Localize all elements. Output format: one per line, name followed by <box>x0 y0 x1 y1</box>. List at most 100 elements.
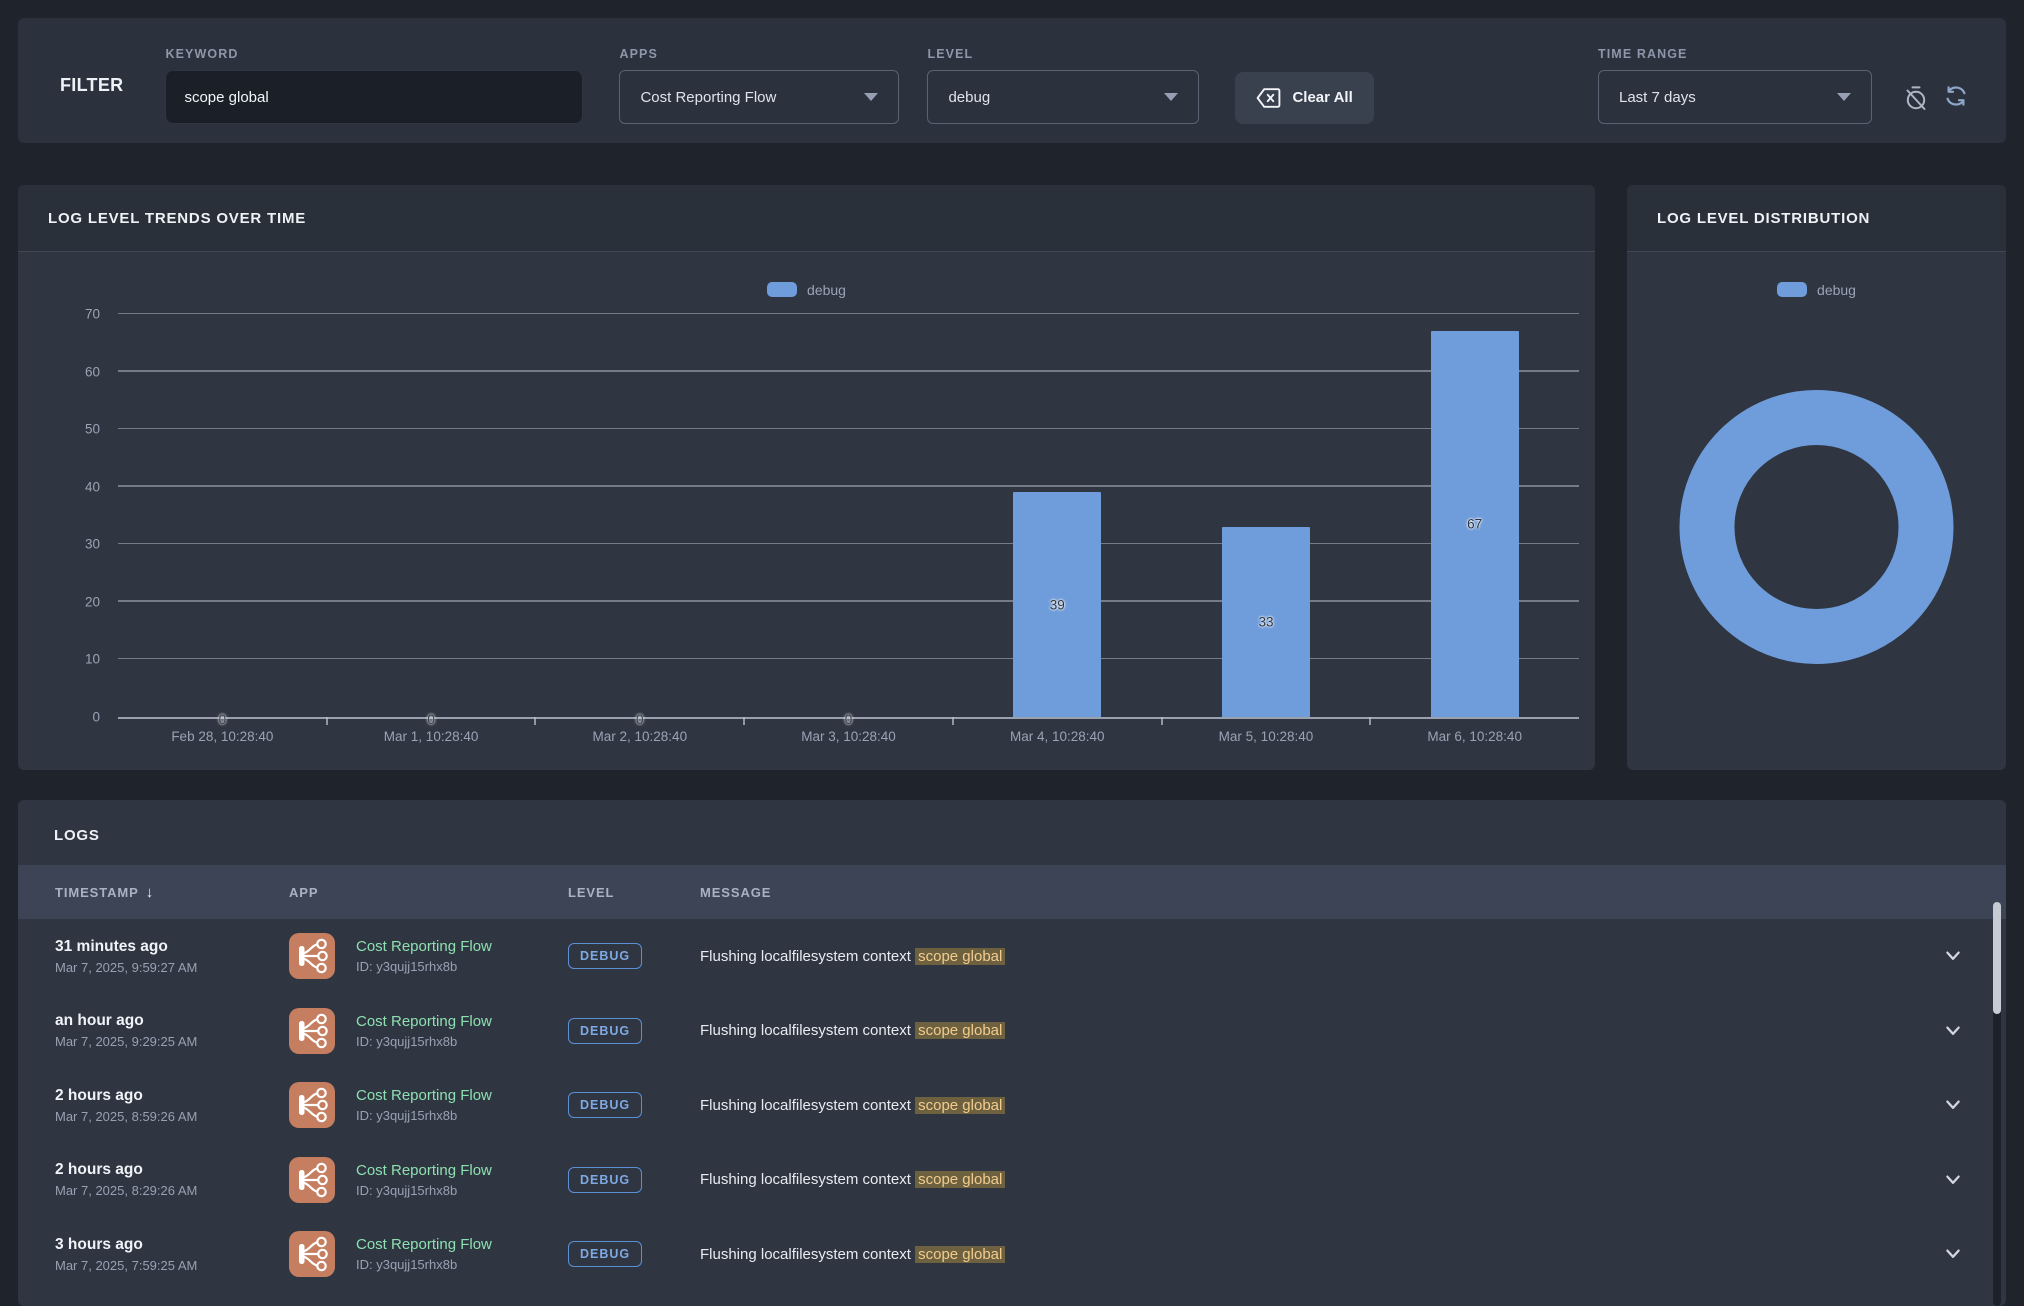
level-label: LEVEL <box>927 47 1199 61</box>
chevron-down-icon <box>1837 93 1851 101</box>
app-name-link[interactable]: Cost Reporting Flow <box>356 1236 492 1253</box>
app-name-link[interactable]: Cost Reporting Flow <box>356 1162 492 1179</box>
keyword-input[interactable] <box>165 70 583 124</box>
app-cell: Cost Reporting Flow ID: y3qujj15rhx8b <box>289 1008 568 1054</box>
auto-refresh-off-button[interactable] <box>1896 78 1936 118</box>
y-axis-tick-label: 50 <box>18 422 100 437</box>
message-highlight: scope global <box>915 1246 1005 1263</box>
relative-time: 2 hours ago <box>55 1087 289 1105</box>
expand-row-button[interactable] <box>1924 1096 1982 1114</box>
expand-row-button[interactable] <box>1924 1245 1982 1263</box>
app-cell: Cost Reporting Flow ID: y3qujj15rhx8b <box>289 1157 568 1203</box>
timestamp-cell: 3 hours ago Mar 7, 2025, 7:59:25 AM <box>55 1236 289 1273</box>
absolute-time: Mar 7, 2025, 8:29:26 AM <box>55 1183 289 1198</box>
time-range-field-group: TIME RANGE Last 7 days <box>1598 47 1872 124</box>
log-table-row[interactable]: 3 hours ago Mar 7, 2025, 7:59:25 AM Cost… <box>18 1217 2006 1292</box>
bar-slot: 0 <box>118 314 327 717</box>
log-table-row[interactable]: an hour ago Mar 7, 2025, 9:29:25 AM Cost… <box>18 994 2006 1069</box>
app-info: Cost Reporting Flow ID: y3qujj15rhx8b <box>356 1087 492 1123</box>
app-flow-icon <box>289 933 335 979</box>
bar-value-label-zero: 0 <box>219 712 227 727</box>
bar-value-label-zero: 0 <box>636 712 644 727</box>
clear-all-label: Clear All <box>1292 89 1352 106</box>
bar-slot: 39 <box>953 314 1162 717</box>
level-field-group: LEVEL debug <box>927 47 1199 124</box>
app-info: Cost Reporting Flow ID: y3qujj15rhx8b <box>356 1236 492 1272</box>
time-range-select-value: Last 7 days <box>1619 89 1696 106</box>
level-select[interactable]: debug <box>927 70 1199 124</box>
x-axis-tick <box>743 717 745 725</box>
level-cell: DEBUG <box>568 1018 700 1044</box>
bar-value-label-zero: 0 <box>845 712 853 727</box>
distribution-legend: debug <box>1627 281 2006 298</box>
chevron-down-icon <box>1944 1171 1962 1189</box>
level-cell: DEBUG <box>568 943 700 969</box>
message-highlight: scope global <box>915 1097 1005 1114</box>
time-range-label: TIME RANGE <box>1598 47 1872 61</box>
app-id: ID: y3qujj15rhx8b <box>356 1034 492 1049</box>
message-text: Flushing localfilesystem context <box>700 1171 911 1188</box>
level-badge: DEBUG <box>568 943 642 969</box>
time-range-select[interactable]: Last 7 days <box>1598 70 1872 124</box>
app-id: ID: y3qujj15rhx8b <box>356 1183 492 1198</box>
log-table-row[interactable]: 31 minutes ago Mar 7, 2025, 9:59:27 AM C… <box>18 919 2006 994</box>
chevron-down-icon <box>1944 1245 1962 1263</box>
bar-slot: 67 <box>1370 314 1579 717</box>
message-cell: Flushing localfilesystem context scope g… <box>700 1246 1924 1263</box>
app-info: Cost Reporting Flow ID: y3qujj15rhx8b <box>356 938 492 974</box>
y-axis-tick-label: 20 <box>18 594 100 609</box>
relative-time: 31 minutes ago <box>55 938 289 956</box>
legend-label-debug: debug <box>807 282 846 298</box>
trends-panel-title: LOG LEVEL TRENDS OVER TIME <box>18 185 1595 252</box>
x-axis-tick <box>952 717 954 725</box>
log-table-row[interactable]: 2 hours ago Mar 7, 2025, 8:59:26 AM Cost… <box>18 1068 2006 1143</box>
relative-time: 3 hours ago <box>55 1236 289 1254</box>
app-name-link[interactable]: Cost Reporting Flow <box>356 938 492 955</box>
column-header-app[interactable]: APP <box>289 885 568 900</box>
filter-title: FILTER <box>60 75 123 96</box>
x-axis-tick-label: Feb 28, 10:28:40 <box>118 729 327 744</box>
chevron-down-icon <box>864 93 878 101</box>
y-axis-tick-label: 70 <box>18 307 100 322</box>
message-highlight: scope global <box>915 1171 1005 1188</box>
logs-scrollbar-track[interactable] <box>1993 902 2001 1306</box>
column-header-message[interactable]: MESSAGE <box>700 885 1924 900</box>
clear-all-button[interactable]: Clear All <box>1235 72 1373 124</box>
message-text: Flushing localfilesystem context <box>700 1246 911 1263</box>
bar-slot: 33 <box>1162 314 1371 717</box>
log-dashboard: FILTER KEYWORD APPS Cost Reporting Flow … <box>0 0 2024 1306</box>
distribution-panel-title: LOG LEVEL DISTRIBUTION <box>1627 185 2006 252</box>
x-axis-tick <box>1369 717 1371 725</box>
trends-legend: debug <box>18 281 1595 298</box>
app-name-link[interactable]: Cost Reporting Flow <box>356 1087 492 1104</box>
apps-select[interactable]: Cost Reporting Flow <box>619 70 899 124</box>
refresh-icon[interactable] <box>1936 76 1976 119</box>
message-text: Flushing localfilesystem context <box>700 1022 911 1039</box>
legend-label-debug: debug <box>1817 282 1856 298</box>
logs-scrollbar-thumb[interactable] <box>1993 902 2001 1014</box>
level-badge: DEBUG <box>568 1167 642 1193</box>
donut-chart <box>1627 314 2006 714</box>
expand-row-button[interactable] <box>1924 1022 1982 1040</box>
app-name-link[interactable]: Cost Reporting Flow <box>356 1013 492 1030</box>
x-axis-tick-label: Mar 5, 10:28:40 <box>1162 729 1371 744</box>
app-info: Cost Reporting Flow ID: y3qujj15rhx8b <box>356 1013 492 1049</box>
app-flow-icon <box>289 1157 335 1203</box>
expand-row-button[interactable] <box>1924 947 1982 965</box>
column-header-level[interactable]: LEVEL <box>568 885 700 900</box>
column-header-timestamp[interactable]: TIMESTAMP ↓ <box>55 884 289 901</box>
app-flow-icon <box>289 1008 335 1054</box>
bar-slot: 0 <box>744 314 953 717</box>
x-axis-tick-label: Mar 3, 10:28:40 <box>744 729 953 744</box>
y-axis-tick-label: 60 <box>18 364 100 379</box>
logs-panel: LOGS TIMESTAMP ↓ APP LEVEL MESSAGE 31 mi… <box>18 800 2006 1306</box>
chevron-down-icon <box>1944 1022 1962 1040</box>
absolute-time: Mar 7, 2025, 9:59:27 AM <box>55 960 289 975</box>
log-table-row[interactable]: 2 hours ago Mar 7, 2025, 8:29:26 AM Cost… <box>18 1143 2006 1218</box>
expand-row-button[interactable] <box>1924 1171 1982 1189</box>
level-cell: DEBUG <box>568 1092 700 1118</box>
bar-value-label: 33 <box>1258 615 1273 630</box>
app-cell: Cost Reporting Flow ID: y3qujj15rhx8b <box>289 1082 568 1128</box>
y-axis-tick-label: 10 <box>18 652 100 667</box>
apps-label: APPS <box>619 47 899 61</box>
